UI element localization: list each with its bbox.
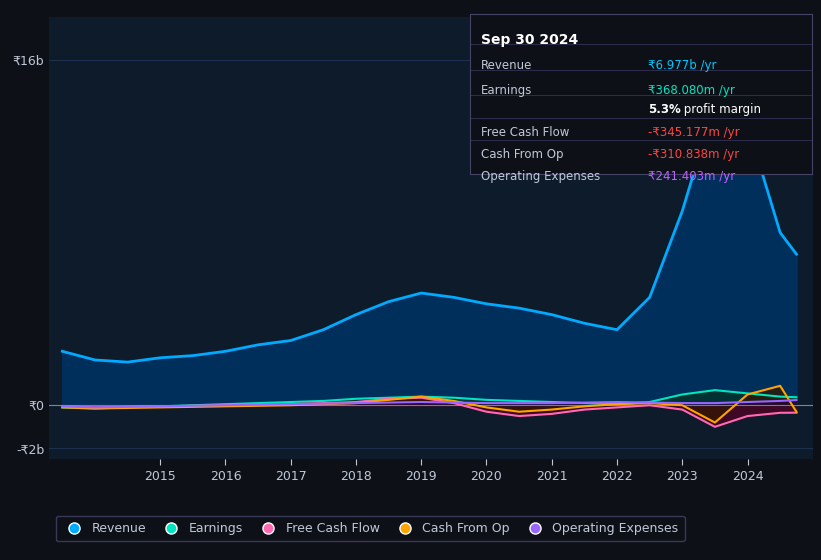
Text: Earnings: Earnings [480,84,532,97]
Text: ₹6.977b /yr: ₹6.977b /yr [648,59,717,72]
Text: -₹345.177m /yr: -₹345.177m /yr [648,126,740,139]
Text: Free Cash Flow: Free Cash Flow [480,126,569,139]
Text: Cash From Op: Cash From Op [480,148,563,161]
Text: 5.3%: 5.3% [648,104,681,116]
Text: ₹368.080m /yr: ₹368.080m /yr [648,84,735,97]
Text: -₹310.838m /yr: -₹310.838m /yr [648,148,739,161]
Legend: Revenue, Earnings, Free Cash Flow, Cash From Op, Operating Expenses: Revenue, Earnings, Free Cash Flow, Cash … [56,516,685,542]
Text: Revenue: Revenue [480,59,532,72]
Text: Operating Expenses: Operating Expenses [480,170,600,184]
Text: profit margin: profit margin [681,104,762,116]
Text: ₹241.403m /yr: ₹241.403m /yr [648,170,736,184]
Text: Sep 30 2024: Sep 30 2024 [480,33,578,47]
